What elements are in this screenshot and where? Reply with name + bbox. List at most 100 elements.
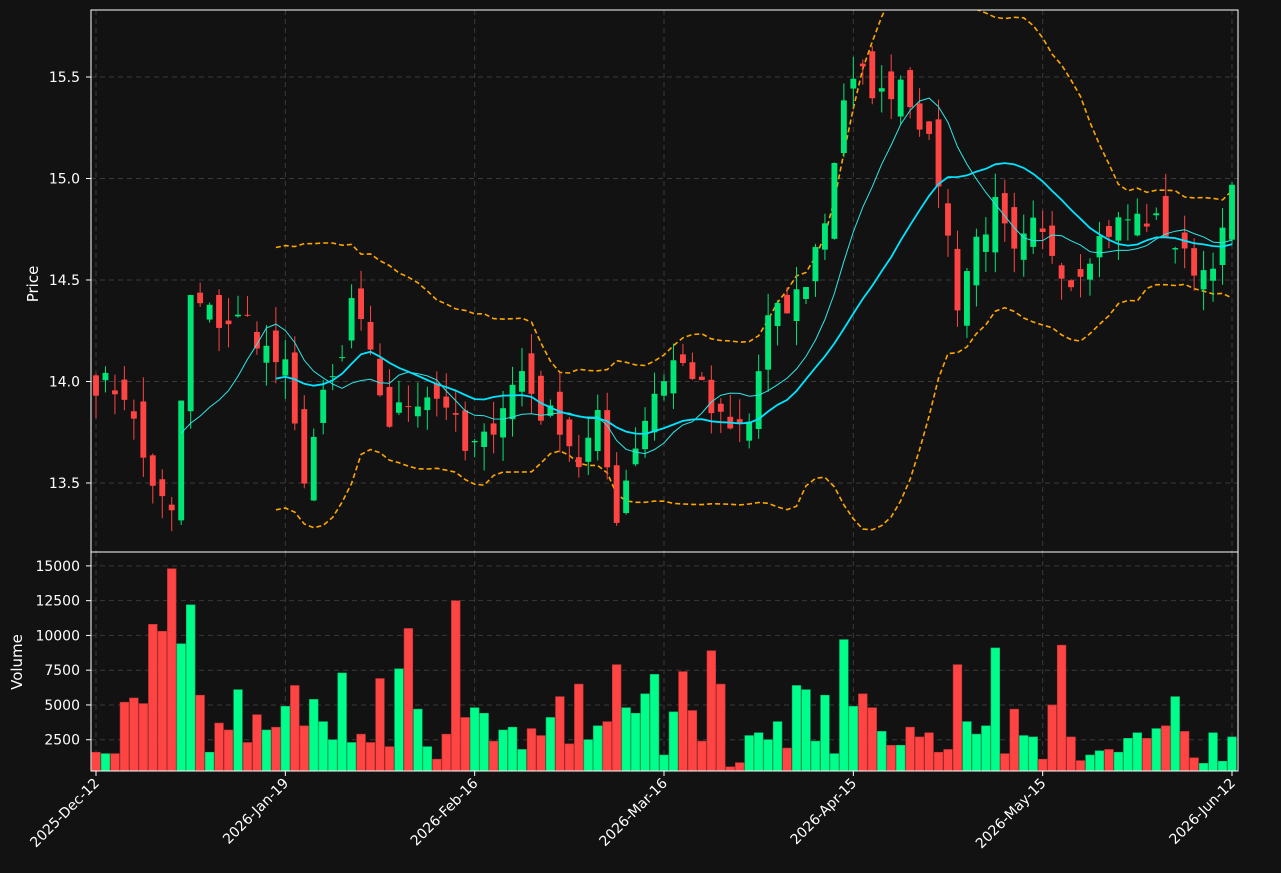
candle-body <box>670 360 677 394</box>
x-tick-label: 2026-Jun-12 <box>1167 776 1239 848</box>
volume-bar <box>365 742 376 772</box>
volume-bar <box>1113 751 1124 772</box>
bollinger-bands <box>275 10 1233 531</box>
volume-bar <box>148 624 158 772</box>
volume-bar <box>375 678 385 772</box>
volume-bar <box>432 758 442 772</box>
volume-bar <box>583 739 593 772</box>
candle-body <box>1001 193 1008 224</box>
candle-body <box>310 436 317 501</box>
volume-bar <box>1094 750 1105 772</box>
candle-body <box>926 121 933 134</box>
candle-body <box>1115 217 1122 241</box>
volume-bar <box>990 647 1000 772</box>
volume-bar <box>943 749 953 772</box>
candle-body <box>272 330 279 363</box>
volume-bar <box>1123 738 1133 772</box>
candle-body <box>395 402 402 413</box>
volume-bar <box>962 721 972 772</box>
candle-body <box>575 457 582 468</box>
volume-bar <box>649 674 660 772</box>
candle-body <box>963 271 970 326</box>
volume-bar <box>602 721 612 772</box>
volume-bar <box>138 703 148 772</box>
candle-body <box>121 379 128 400</box>
volume-bar <box>933 751 944 772</box>
volume-bar <box>1170 696 1180 772</box>
x-tick-label: 2025-Dec-12 <box>27 776 102 851</box>
x-tick-label: 2026-May-15 <box>973 776 1050 853</box>
candle-body <box>594 410 601 452</box>
candle-body <box>1030 217 1037 247</box>
candle-body <box>329 376 336 378</box>
volume-bar <box>100 753 111 772</box>
volume-bar <box>886 744 896 772</box>
candle-body <box>708 379 715 414</box>
candle-body <box>793 289 800 322</box>
volume-bar <box>839 639 849 772</box>
volume-bar <box>233 689 243 772</box>
volume-bar <box>668 711 679 772</box>
volume-y-axis: 2500 5000 7500 10000 12500 15000 <box>35 559 91 749</box>
candle-body <box>698 376 705 381</box>
volume-bar <box>630 712 641 772</box>
candle-body <box>1087 263 1093 280</box>
volume-bar <box>129 697 139 772</box>
ma-short-line <box>180 97 1233 455</box>
price-tick-label: 15.0 <box>49 171 80 187</box>
x-tick-label: 2026-Apr-15 <box>788 776 861 849</box>
candle-body <box>490 423 497 435</box>
volume-bar <box>810 740 821 772</box>
volume-bar <box>1104 749 1114 772</box>
candle-body <box>547 405 554 416</box>
volume-bar <box>1000 753 1010 772</box>
volume-bar <box>782 747 792 772</box>
volume-bar <box>204 751 215 772</box>
volume-bar <box>1208 732 1218 772</box>
volume-bar <box>1180 731 1190 772</box>
volume-bar <box>119 701 130 772</box>
volume-tick-label: 7500 <box>44 663 80 679</box>
candle-body <box>206 304 213 320</box>
volume-bar <box>1009 708 1019 772</box>
volume-bar <box>555 696 565 772</box>
candle-body <box>509 384 516 420</box>
volume-bar <box>1151 728 1161 772</box>
volume-bar <box>1198 763 1209 772</box>
candle-body <box>821 223 828 250</box>
candle-body <box>433 383 440 399</box>
candle-body <box>831 163 838 239</box>
volume-bar <box>763 739 773 772</box>
candle-body <box>1172 248 1179 250</box>
candle-body <box>897 79 904 117</box>
volume-bar <box>1142 738 1152 772</box>
volume-bar <box>981 725 991 772</box>
candle-body <box>623 480 630 514</box>
volume-tick-label: 2500 <box>44 733 80 749</box>
candle-body <box>358 288 365 320</box>
volume-bar <box>498 729 508 772</box>
candle-body <box>850 78 857 89</box>
volume-bar <box>1047 704 1057 772</box>
ma-long-line <box>275 162 1233 435</box>
volume-bar <box>1132 732 1142 772</box>
volume-bar <box>593 725 603 772</box>
volume-bar <box>1028 736 1038 772</box>
candle-body <box>149 455 156 486</box>
volume-bar <box>110 753 120 772</box>
candle-body <box>661 381 667 396</box>
price-y-axis: 13.5 14.0 14.5 15.0 15.5 <box>49 70 91 492</box>
candle-body <box>405 406 412 408</box>
volume-bar <box>413 708 423 772</box>
candle-body <box>519 371 525 392</box>
candle-body <box>566 419 573 447</box>
volume-bar <box>1056 644 1067 772</box>
candle-body <box>537 375 544 421</box>
volume-bar <box>299 725 309 772</box>
candle-body <box>632 448 639 465</box>
volume-bar <box>91 751 101 772</box>
volume-bar <box>971 733 982 772</box>
volume-bar <box>394 668 404 772</box>
volume-bar <box>1217 760 1228 772</box>
candle-body <box>585 437 592 462</box>
